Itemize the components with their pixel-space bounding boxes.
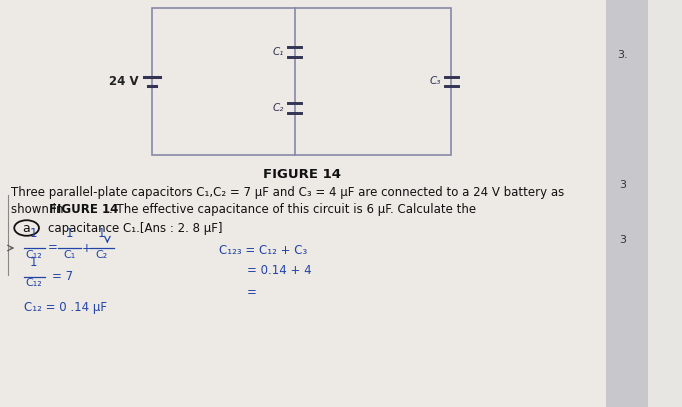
Text: 3: 3 [619,180,626,190]
Text: 1: 1 [29,256,37,269]
Text: C₁₂: C₁₂ [25,278,42,289]
Text: C₃: C₃ [430,77,441,87]
Text: C₁: C₁ [63,249,76,260]
Text: C₂: C₂ [95,249,108,260]
Text: C₁₂ = 0 .14 μF: C₁₂ = 0 .14 μF [24,301,107,314]
Text: a: a [23,221,31,234]
Text: shown in: shown in [12,203,68,216]
Text: FIGURE 14: FIGURE 14 [49,203,119,216]
Text: C₁₂₃ = C₁₂ + C₃: C₁₂₃ = C₁₂ + C₃ [218,244,307,257]
Text: C₁: C₁ [273,47,284,57]
Text: FIGURE 14: FIGURE 14 [263,168,341,181]
Bar [152,8,451,155]
Text: = 7: = 7 [53,270,74,283]
Text: . The effective capacitance of this circuit is 6 μF. Calculate the: . The effective capacitance of this circ… [109,203,477,216]
Text: capacitance C₁.[Ans : 2. 8 μF]: capacitance C₁.[Ans : 2. 8 μF] [48,222,222,235]
Text: 1: 1 [29,227,37,240]
Text: 24 V: 24 V [109,75,138,88]
Text: =: = [47,241,57,254]
Text: 1: 1 [98,227,106,240]
Text: =: = [247,287,257,300]
Text: C₁₂: C₁₂ [25,249,42,260]
Text: 1: 1 [65,227,73,240]
Bar [606,0,648,407]
Text: 3: 3 [619,235,626,245]
Text: +: + [82,241,91,254]
Text: Three parallel-plate capacitors C₁,C₂ = 7 μF and C₃ = 4 μF are connected to a 24: Three parallel-plate capacitors C₁,C₂ = … [12,186,565,199]
Text: = 0.14 + 4: = 0.14 + 4 [247,264,312,277]
Text: C₂: C₂ [273,103,284,113]
Text: 3.: 3. [617,50,627,60]
